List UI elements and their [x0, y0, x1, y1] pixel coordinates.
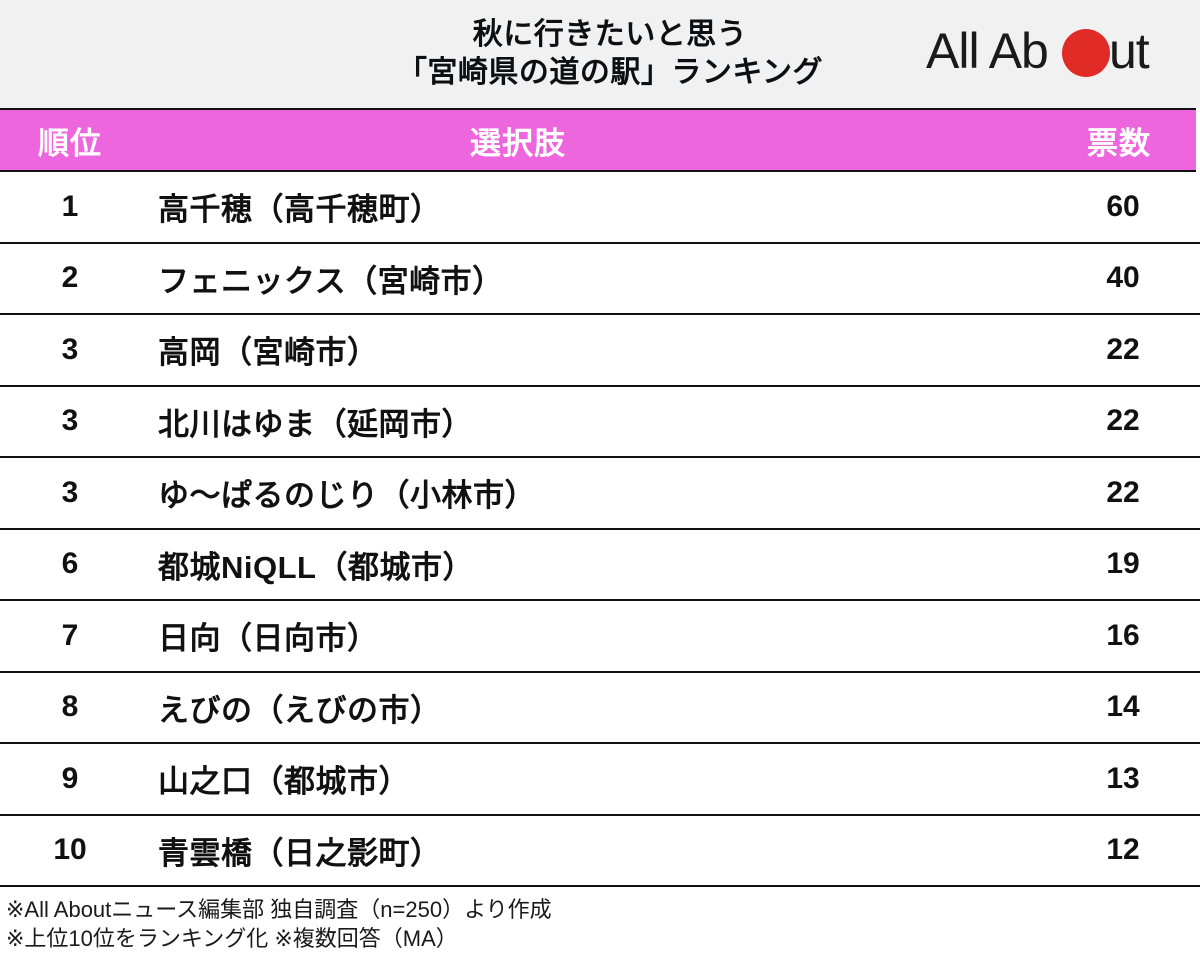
cell-rank: 10: [53, 833, 87, 867]
cell-votes: 22: [1106, 404, 1140, 438]
column-header-rank: 順位: [38, 125, 102, 161]
cell-votes: 12: [1106, 833, 1140, 867]
table-row: 6 都城NiQLL（都城市） 19: [0, 529, 1200, 601]
table-row: 3 ゆ～ぱるのじり（小林市） 22: [0, 458, 1200, 530]
cell-rank: 9: [61, 761, 79, 795]
cell-choice: 北川はゆま（延岡市）: [158, 406, 473, 442]
all-about-logo-icon: All Ab ut: [926, 26, 1151, 79]
cell-votes: 22: [1106, 332, 1140, 366]
cell-choice: ゆ～ぱるのじり（小林市）: [158, 478, 536, 514]
footnote-line-2: ※上位10位をランキング化 ※複数回答（MA）: [6, 926, 458, 952]
cell-choice: えびの（えびの市）: [158, 692, 442, 728]
header-band: 秋に行きたいと思う 「宮崎県の道の駅」ランキング All Ab ut: [0, 0, 1200, 108]
cell-votes: 40: [1106, 261, 1140, 295]
logo-red-dot-icon: [1062, 29, 1110, 77]
table-row: 2 フェニックス（宮崎市） 40: [0, 243, 1200, 315]
cell-choice: フェニックス（宮崎市）: [158, 263, 504, 299]
title-line-2: 「宮崎県の道の駅」ランキング: [396, 56, 824, 89]
cell-rank: 3: [61, 404, 79, 438]
table-row: 3 高岡（宮崎市） 22: [0, 315, 1200, 387]
column-header-choice: 選択肢: [470, 125, 566, 161]
table-row: 1 高千穂（高千穂町） 60: [0, 172, 1200, 244]
cell-rank: 1: [61, 189, 79, 223]
cell-choice: 都城NiQLL（都城市）: [158, 549, 474, 585]
svg-text:All Ab: All Ab: [926, 26, 1048, 79]
all-about-logo: All Ab ut: [926, 26, 1178, 82]
cell-votes: 16: [1106, 618, 1140, 652]
cell-votes: 13: [1106, 761, 1140, 795]
column-header-votes: 票数: [1087, 125, 1151, 161]
cell-votes: 14: [1106, 690, 1140, 724]
cell-choice: 山之口（都城市）: [158, 764, 410, 800]
table-row: 8 えびの（えびの市） 14: [0, 672, 1200, 744]
cell-choice: 高岡（宮崎市）: [158, 335, 379, 371]
table-row: 10 青雲橋（日之影町） 12: [0, 815, 1200, 887]
ranking-table: 順位 選択肢 票数 1 高千穂（高千穂町） 60 2 フェニックス（宮崎市） 4…: [0, 108, 1200, 887]
cell-votes: 19: [1106, 547, 1140, 581]
page-title: 秋に行きたいと思う 「宮崎県の道の駅」ランキング: [377, 16, 823, 93]
footnote-line-1: ※All Aboutニュース編集部 独自調査（n=250）より作成: [6, 897, 552, 922]
table-row: 9 山之口（都城市） 13: [0, 744, 1200, 816]
cell-rank: 6: [61, 547, 79, 581]
table-row: 3 北川はゆま（延岡市） 22: [0, 386, 1200, 458]
cell-choice: 高千穂（高千穂町）: [158, 192, 442, 228]
cell-choice: 青雲橋（日之影町）: [158, 835, 442, 871]
cell-rank: 2: [61, 261, 79, 295]
cell-votes: 60: [1106, 189, 1140, 223]
cell-rank: 8: [61, 690, 79, 724]
cell-rank: 3: [61, 475, 79, 509]
footnotes: ※All Aboutニュース編集部 独自調査（n=250）より作成 ※上位10位…: [0, 887, 1200, 953]
cell-rank: 3: [61, 332, 79, 366]
cell-rank: 7: [61, 618, 79, 652]
svg-text:ut: ut: [1109, 26, 1150, 79]
cell-votes: 22: [1106, 475, 1140, 509]
table-header-row: 順位 選択肢 票数: [0, 108, 1196, 172]
cell-choice: 日向（日向市）: [158, 621, 379, 657]
title-line-1: 秋に行きたいと思う: [472, 17, 748, 51]
table-row: 7 日向（日向市） 16: [0, 601, 1200, 673]
